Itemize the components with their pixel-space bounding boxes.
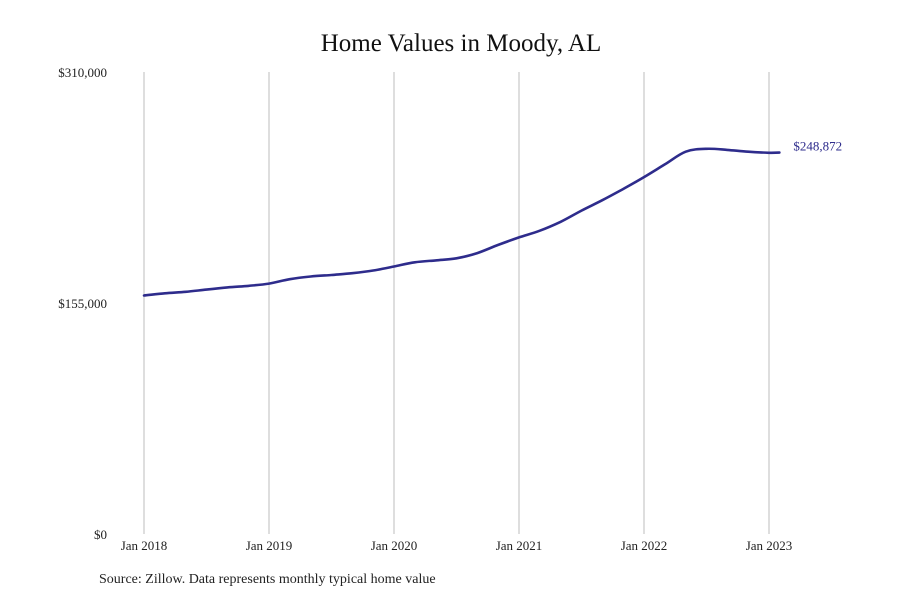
- y-tick-label: $0: [94, 527, 107, 542]
- x-tick-label: Jan 2021: [496, 538, 543, 553]
- y-tick-label: $310,000: [58, 65, 107, 80]
- x-tick-label: Jan 2023: [746, 538, 793, 553]
- x-tick-label: Jan 2018: [121, 538, 168, 553]
- x-gridlines: [143, 72, 770, 534]
- chart-title: Home Values in Moody, AL: [321, 30, 602, 57]
- x-axis-labels: Jan 2018 Jan 2019 Jan 2020 Jan 2021 Jan 2022…: [121, 538, 793, 553]
- home-value-line: [142, 147, 781, 297]
- end-value-label: $248,872: [793, 139, 842, 154]
- x-tick-label: Jan 2019: [246, 538, 293, 553]
- x-tick-label: Jan 2020: [371, 538, 418, 553]
- y-tick-label: $155,000: [58, 296, 107, 311]
- source-note: Source: Zillow. Data represents monthly …: [99, 572, 436, 587]
- x-tick-label: Jan 2022: [621, 538, 668, 553]
- y-axis-labels: $0 $155,000 $310,000: [58, 65, 107, 542]
